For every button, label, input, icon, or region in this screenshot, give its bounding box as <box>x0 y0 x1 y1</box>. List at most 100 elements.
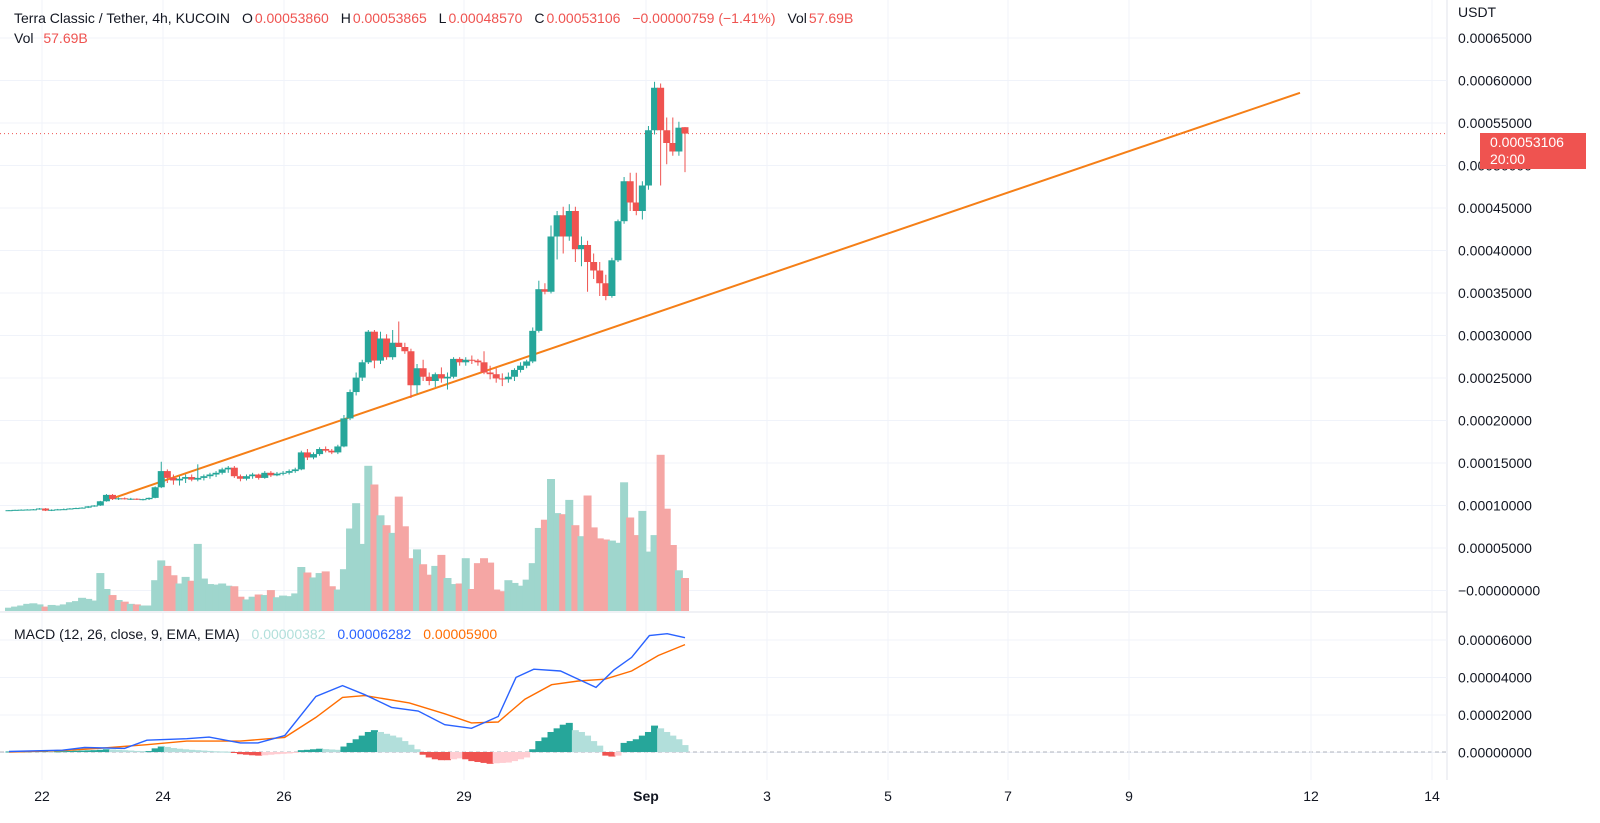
candle[interactable] <box>169 474 177 485</box>
candle[interactable] <box>42 508 50 512</box>
candle[interactable] <box>78 507 86 509</box>
candle[interactable] <box>115 497 123 500</box>
candle[interactable] <box>54 508 62 511</box>
trendline[interactable] <box>112 91 1301 500</box>
candle[interactable] <box>577 236 585 267</box>
candle[interactable] <box>358 359 366 381</box>
candle[interactable] <box>340 415 348 448</box>
candle[interactable] <box>29 509 37 511</box>
candle[interactable] <box>474 358 482 366</box>
candle[interactable] <box>139 498 147 501</box>
candle[interactable] <box>584 240 592 292</box>
candle[interactable] <box>346 389 354 421</box>
candle[interactable] <box>462 357 470 366</box>
candle[interactable] <box>121 497 129 500</box>
candle[interactable] <box>322 446 330 453</box>
candle[interactable] <box>206 472 214 479</box>
candle[interactable] <box>450 357 458 379</box>
candle[interactable] <box>230 466 238 478</box>
candle[interactable] <box>188 474 196 482</box>
candle[interactable] <box>261 471 269 479</box>
candle[interactable] <box>90 505 98 507</box>
candle[interactable] <box>553 211 561 260</box>
candle[interactable] <box>651 81 659 135</box>
candle[interactable] <box>370 330 378 369</box>
candle[interactable] <box>498 373 506 387</box>
candle[interactable] <box>364 330 372 364</box>
candle[interactable] <box>681 127 689 173</box>
candle[interactable] <box>267 471 275 478</box>
candle[interactable] <box>194 464 202 482</box>
candle[interactable] <box>285 469 293 475</box>
candle[interactable] <box>437 367 445 383</box>
time-axis[interactable]: 22 24 26 29 Sep 3 5 7 9 12 14 <box>34 788 1440 804</box>
price-axis[interactable]: 0.000650000.000600000.000550000.00050000… <box>1458 30 1540 761</box>
candle[interactable] <box>310 452 317 460</box>
candle[interactable] <box>590 253 598 280</box>
candle[interactable] <box>492 368 500 383</box>
candle[interactable] <box>316 447 324 456</box>
candle[interactable] <box>614 219 622 263</box>
candle[interactable] <box>383 334 391 360</box>
candle[interactable] <box>102 494 110 502</box>
candle[interactable] <box>638 181 646 220</box>
candle[interactable] <box>431 372 439 387</box>
candle[interactable] <box>419 359 427 381</box>
candle[interactable] <box>535 280 543 333</box>
symbol-title[interactable]: Terra Classic / Tether, 4h, KUCOIN <box>14 10 231 26</box>
candle[interactable] <box>17 509 25 511</box>
candle[interactable] <box>456 357 464 366</box>
candle[interactable] <box>486 365 494 380</box>
candle[interactable] <box>413 364 421 394</box>
macd-title[interactable]: MACD (12, 26, close, 9, EMA, EMA) <box>14 626 240 642</box>
candle[interactable] <box>224 466 232 473</box>
candle[interactable] <box>48 509 56 512</box>
candle[interactable] <box>510 368 518 381</box>
candle[interactable] <box>602 274 610 301</box>
candle[interactable] <box>303 449 311 461</box>
candle[interactable] <box>212 471 220 478</box>
candle[interactable] <box>127 497 135 500</box>
candle[interactable] <box>523 359 531 369</box>
candle[interactable] <box>133 498 141 500</box>
candle[interactable] <box>608 257 616 298</box>
trendline-segment[interactable] <box>112 91 1301 500</box>
candle[interactable] <box>255 473 263 480</box>
candle[interactable] <box>669 117 677 156</box>
candle[interactable] <box>297 450 305 471</box>
candle[interactable] <box>395 321 403 348</box>
candle[interactable] <box>443 372 451 390</box>
candle[interactable] <box>620 177 628 224</box>
candle[interactable] <box>273 471 281 477</box>
candle[interactable] <box>541 283 549 295</box>
candle[interactable] <box>163 469 171 483</box>
candle[interactable] <box>328 449 336 455</box>
candle[interactable] <box>66 508 74 510</box>
candle[interactable] <box>401 342 409 354</box>
candle[interactable] <box>425 372 433 386</box>
candle[interactable] <box>663 117 671 165</box>
candle[interactable] <box>84 505 92 509</box>
candle[interactable] <box>407 348 415 398</box>
candle[interactable] <box>596 262 604 296</box>
candle[interactable] <box>480 351 488 375</box>
candle[interactable] <box>151 486 159 499</box>
candle[interactable] <box>529 327 537 364</box>
candle[interactable] <box>279 471 287 476</box>
candle[interactable] <box>23 509 31 511</box>
candle[interactable] <box>632 172 640 216</box>
candle[interactable] <box>468 355 476 365</box>
candle[interactable] <box>657 83 665 186</box>
candle[interactable] <box>11 509 19 511</box>
candlestick-series[interactable] <box>5 81 689 512</box>
candle[interactable] <box>60 508 68 511</box>
candle[interactable] <box>157 461 165 489</box>
candle[interactable] <box>236 474 244 482</box>
candle[interactable] <box>565 204 573 241</box>
candle[interactable] <box>200 474 208 481</box>
candle[interactable] <box>559 206 567 254</box>
candle[interactable] <box>352 372 360 396</box>
candle[interactable] <box>109 494 117 500</box>
candle[interactable] <box>334 444 342 455</box>
